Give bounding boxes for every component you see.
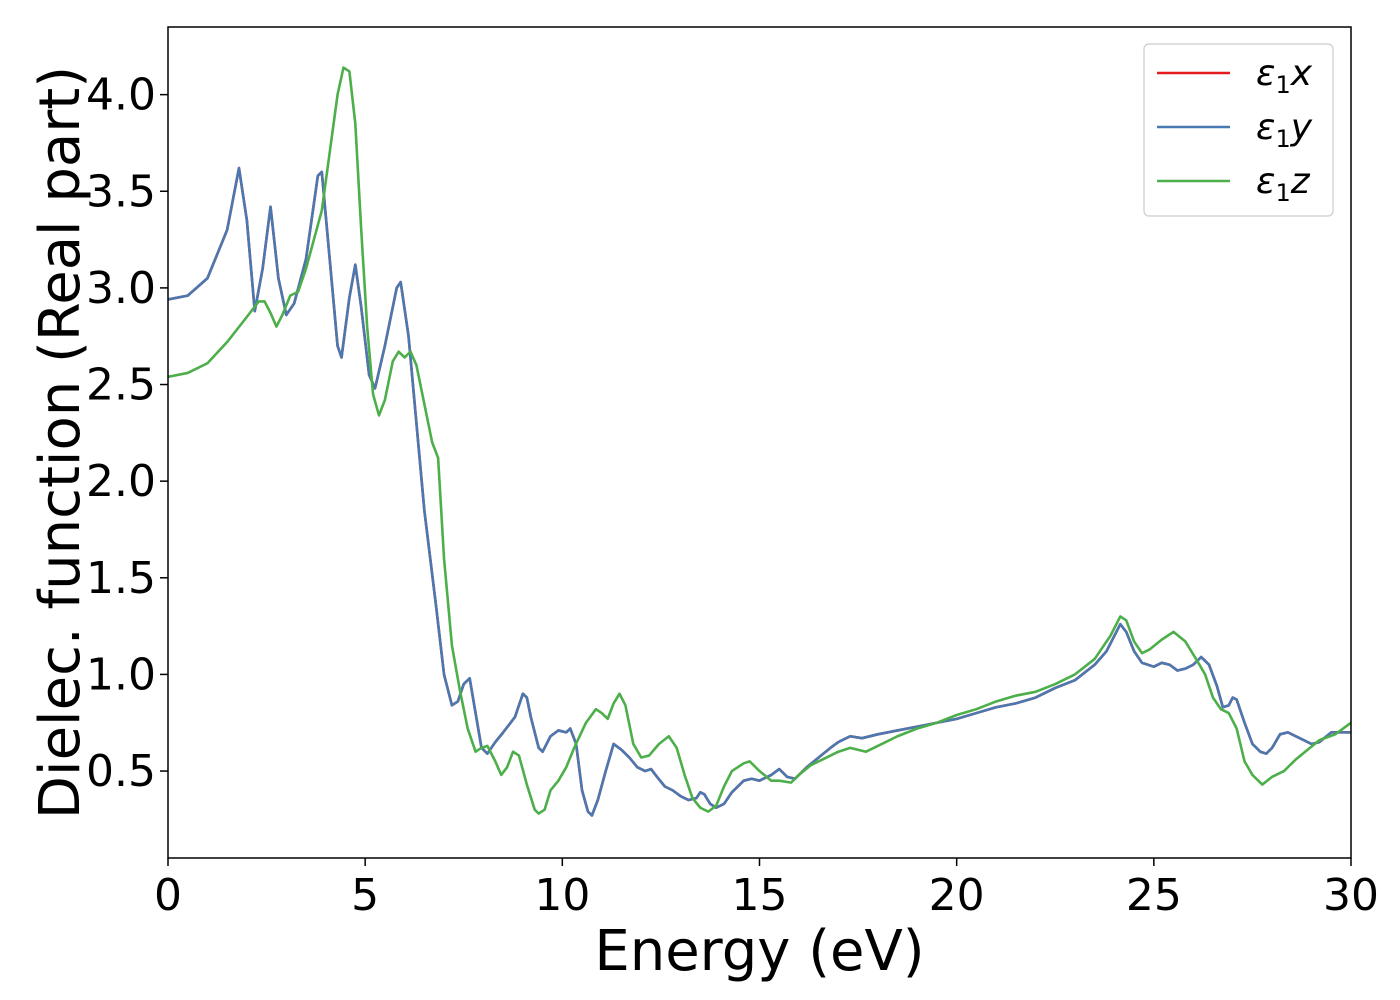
x-tick-label: 25 xyxy=(1126,870,1182,921)
legend-label-x: ε1x xyxy=(1256,53,1313,99)
series-line-x xyxy=(168,166,1351,817)
x-axis-title: Energy (eV) xyxy=(594,919,924,984)
y-tick-label: 2.0 xyxy=(86,456,156,507)
y-tick-label: 3.5 xyxy=(86,166,156,217)
legend-label-y: ε1y xyxy=(1256,107,1313,153)
series-line-z xyxy=(168,66,1351,815)
series-line-y xyxy=(168,166,1351,817)
legend-label-z: ε1z xyxy=(1256,161,1311,207)
x-tick-label: 20 xyxy=(929,870,985,921)
x-tick-label: 5 xyxy=(351,870,379,921)
x-tick-label: 15 xyxy=(732,870,788,921)
y-tick-label: 4.0 xyxy=(86,70,156,121)
x-tick-label: 0 xyxy=(154,870,182,921)
y-tick-label: 2.5 xyxy=(86,360,156,411)
y-tick-label: 1.5 xyxy=(86,553,156,604)
x-tick-label: 30 xyxy=(1323,870,1379,921)
x-axis-ticks: 0 5 10 15 20 25 30 xyxy=(154,858,1379,921)
legend-box xyxy=(1143,43,1334,217)
y-axis-ticks: 0.5 1.0 1.5 2.0 2.5 3.0 3.5 4.0 xyxy=(86,70,168,797)
x-tick-label: 10 xyxy=(534,870,590,921)
y-axis-title: Dielec. function (Real part) xyxy=(28,66,93,819)
y-tick-label: 3.0 xyxy=(86,263,156,314)
series-layer xyxy=(168,66,1351,817)
y-tick-label: 0.5 xyxy=(86,746,156,797)
y-tick-label: 1.0 xyxy=(86,649,156,700)
legend: ε1x ε1y ε1z xyxy=(1143,43,1334,217)
